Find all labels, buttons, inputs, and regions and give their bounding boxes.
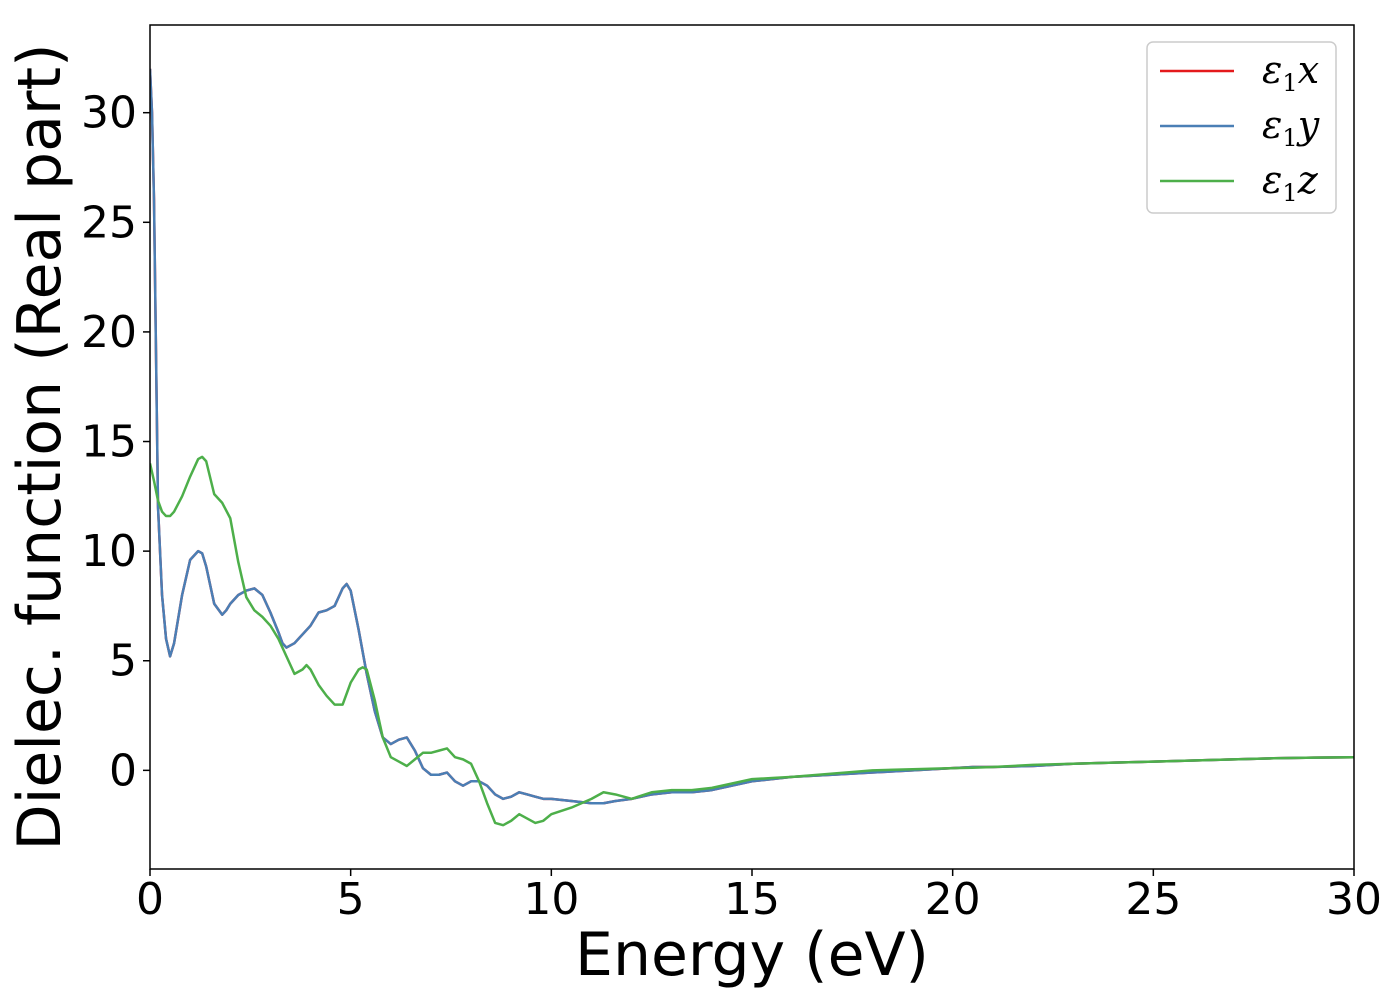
legend-label-y: ε1y	[1262, 103, 1320, 152]
x-axis-ticks: 0 5 10 15 20 25 30	[136, 869, 1382, 925]
legend: ε1x ε1y ε1z	[1146, 41, 1337, 214]
y-tick-label: 25	[81, 197, 137, 248]
series-layer	[150, 68, 1354, 827]
x-tick-label: 15	[724, 874, 780, 925]
x-axis-label: Energy (eV)	[575, 920, 929, 990]
x-tick-label: 25	[1125, 874, 1181, 925]
legend-box	[1146, 41, 1337, 214]
y-tick-label: 20	[81, 307, 137, 358]
series-line-z	[150, 455, 1354, 827]
y-tick-label: 10	[81, 526, 137, 577]
x-tick-label: 0	[136, 874, 164, 925]
x-tick-label: 30	[1326, 874, 1382, 925]
x-tick-label: 5	[337, 874, 365, 925]
y-tick-label: 5	[109, 636, 137, 687]
y-axis-ticks: 0 5 10 15 20 25 30	[81, 88, 150, 796]
legend-label-z: ε1z	[1262, 158, 1319, 207]
y-tick-label: 0	[109, 745, 137, 796]
legend-label-x: ε1x	[1262, 48, 1319, 97]
y-tick-label: 15	[81, 417, 137, 468]
y-axis-label: Dielec. function (Real part)	[5, 44, 75, 851]
x-tick-label: 20	[925, 874, 981, 925]
y-tick-label: 30	[81, 88, 137, 139]
x-tick-label: 10	[523, 874, 579, 925]
